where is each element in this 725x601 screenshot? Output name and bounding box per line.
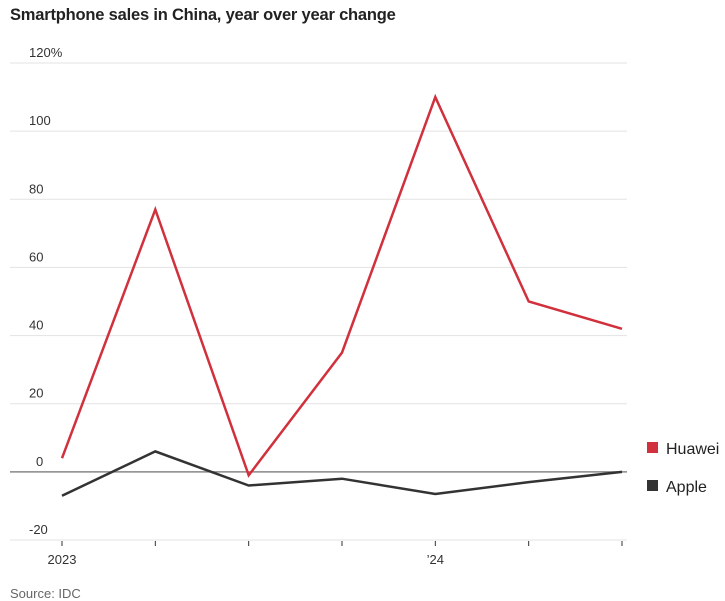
legend-swatch-huawei	[647, 442, 658, 453]
legend: Huawei Apple	[647, 441, 719, 496]
legend-label-apple: Apple	[666, 479, 707, 496]
chart-title: Smartphone sales in China, year over yea…	[10, 6, 396, 24]
x-tick-label: ’24	[427, 552, 444, 567]
series-lines	[60, 93, 623, 497]
y-tick-label: 80	[29, 181, 43, 196]
y-tick-label: 120%	[29, 45, 63, 60]
series-line-apple	[61, 450, 623, 497]
legend-swatch-apple	[647, 480, 658, 491]
series-line-huawei	[60, 93, 623, 478]
x-tick-label: 2023	[48, 552, 77, 567]
y-tick-label: 0	[36, 454, 43, 469]
y-axis-labels: 120% 100 80 60 40 20 0 -20	[29, 45, 63, 537]
grid-lines	[10, 62, 627, 541]
legend-label-huawei: Huawei	[666, 441, 719, 458]
y-tick-label: 100	[29, 113, 51, 128]
y-tick-label: 60	[29, 249, 43, 264]
y-tick-label: 40	[29, 318, 43, 333]
y-tick-label: 20	[29, 386, 43, 401]
source-note: Source: IDC	[10, 586, 81, 601]
y-tick-label: -20	[29, 522, 48, 537]
x-axis-ticks: 2023 ’24	[48, 541, 623, 567]
